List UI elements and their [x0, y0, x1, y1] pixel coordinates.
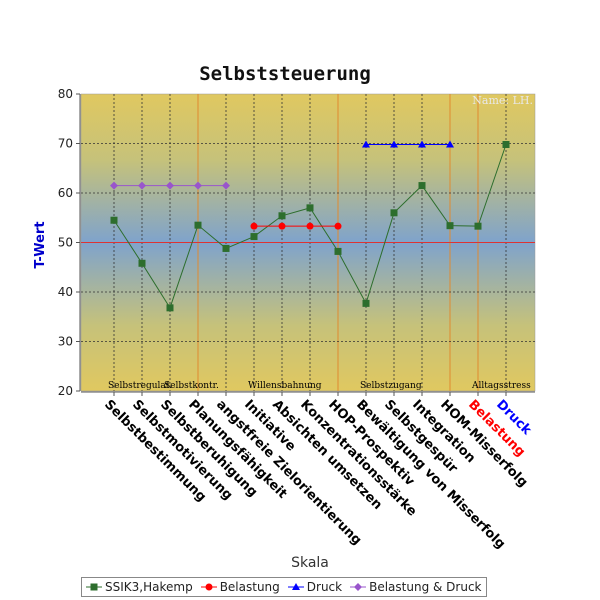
legend-label: Belastung & Druck — [369, 580, 482, 594]
chart-title: Selbststeuerung — [199, 63, 371, 85]
data-point — [474, 222, 482, 230]
data-point — [194, 181, 202, 190]
y-tick-label: 50 — [58, 236, 73, 250]
data-point — [390, 140, 398, 148]
y-tick-label: 60 — [58, 186, 73, 200]
series-layer — [110, 140, 510, 312]
data-point — [278, 212, 286, 220]
data-point — [418, 182, 426, 190]
x-axis: SelbstbestimmungSelbstmotivierungSelbstb… — [81, 391, 535, 552]
watermark-label: Name: LH. — [472, 94, 533, 107]
y-axis-label: T-Wert — [33, 221, 48, 268]
data-point — [110, 216, 118, 224]
data-point — [90, 583, 98, 591]
legend-item: Belastung & Druck — [350, 580, 482, 594]
y-tick-label: 70 — [58, 137, 73, 151]
group-label: Selbstkontr. — [164, 381, 219, 391]
data-point — [306, 222, 314, 230]
y-tick-label: 20 — [58, 384, 73, 398]
data-point — [334, 222, 342, 230]
data-point — [166, 304, 174, 312]
x-axis-label: Skala — [291, 555, 329, 571]
series-group — [110, 140, 510, 312]
group-label: Alltagsstress — [471, 381, 531, 391]
data-point — [291, 583, 300, 590]
group-label: Willensbahnung — [248, 381, 322, 391]
legend-marker-icon — [350, 583, 367, 591]
data-point — [390, 209, 398, 217]
data-point — [110, 181, 118, 190]
y-tick-label: 30 — [58, 335, 73, 349]
legend-label: Belastung — [219, 580, 280, 594]
data-point — [418, 140, 426, 148]
y-axis: 20 30 40 50 60 70 80 — [58, 87, 81, 398]
data-point — [334, 247, 342, 255]
group-label: Selbstregulat. — [108, 381, 172, 391]
data-point — [354, 583, 363, 591]
legend-label: Druck — [306, 580, 343, 594]
data-point — [222, 181, 230, 190]
data-point — [306, 204, 314, 212]
series-group — [362, 140, 454, 148]
legend: SSIK3,Hakemp Belastung Druck Belastung & Dr… — [81, 577, 487, 597]
data-point — [138, 259, 146, 267]
data-point — [138, 181, 146, 190]
legend-item: SSIK3,Hakemp — [86, 580, 193, 594]
data-point — [194, 221, 202, 229]
y-tick-label: 80 — [58, 87, 73, 101]
legend-marker-icon — [200, 583, 217, 591]
data-point — [250, 233, 258, 241]
series-group — [110, 181, 230, 190]
data-point — [166, 181, 174, 190]
group-labels: Selbstregulat.Selbstkontr. Willensbahnung… — [108, 381, 531, 391]
series-group — [250, 222, 342, 230]
group-label: Selbstzugang — [360, 381, 422, 391]
legend-label: SSIK3,Hakemp — [105, 580, 193, 594]
data-point — [362, 140, 370, 148]
data-point — [446, 140, 454, 148]
legend-marker-icon — [86, 583, 102, 591]
data-point — [362, 299, 370, 307]
data-point — [250, 222, 258, 230]
data-point — [502, 140, 510, 148]
data-point — [278, 222, 286, 230]
legend-item: Druck — [287, 580, 343, 594]
data-point — [222, 244, 230, 252]
data-point — [205, 583, 213, 591]
y-tick-label: 40 — [58, 285, 73, 299]
legend-item: Belastung — [200, 580, 280, 594]
legend-marker-icon — [287, 583, 304, 590]
data-point — [446, 222, 454, 230]
